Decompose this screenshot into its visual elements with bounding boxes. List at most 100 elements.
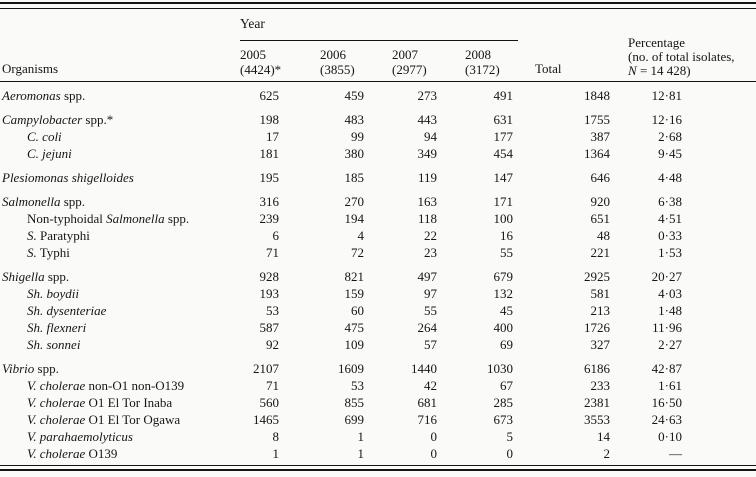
organism-name-cell: Vibrio spp. [0, 353, 240, 377]
organism-name-part: Campylobacter [2, 112, 83, 127]
organism-name-part: O1 El Tor Ogawa [85, 412, 181, 427]
organism-name-part: Sh. dysenteriae [27, 303, 107, 318]
cell-y2005: 92 [266, 337, 279, 352]
table-row: V. cholerae O1 El Tor Inaba 560 855 681 285 2… [0, 394, 756, 411]
cell-y2007: 273 [417, 88, 438, 103]
cell-percentage: 4·48 [658, 170, 683, 185]
table-row: Sh. flexneri 587 475 264 400 1726 11·96 [0, 319, 756, 336]
organism-name-part: C. coli [27, 129, 62, 144]
cell-total: 2925 [584, 269, 611, 284]
organism-name-part: V. cholerae [27, 378, 86, 393]
n-value: = 14 428) [636, 63, 691, 78]
cell-y2005: 1 [272, 446, 280, 461]
cell-y2005: 17 [266, 129, 279, 144]
cell-total: 221 [590, 245, 611, 260]
table-row: V. cholerae non-O1 non-O139 71 53 42 67 233 1·… [0, 377, 756, 394]
cell-percentage: 2·27 [658, 337, 683, 352]
cell-y2006: 821 [344, 269, 365, 284]
cell-y2005: 181 [259, 146, 280, 161]
organism-name-cell: Shigella spp. [0, 261, 240, 285]
column-header-organisms: Organisms [0, 9, 240, 82]
cell-total: 6186 [584, 361, 611, 376]
cell-y2007: 0 [430, 429, 438, 444]
cell-y2006: 159 [344, 286, 365, 301]
cell-percentage: 12·16 [651, 112, 683, 127]
organism-name-part: spp. [60, 88, 86, 103]
header-row-years: 2005 (4424)* 2006 (3855) 2007 (2977) 200… [0, 40, 756, 82]
cell-total: 327 [590, 337, 611, 352]
cell-y2006: 1 [357, 429, 365, 444]
organism-name-cell: V. cholerae O1 El Tor Inaba [0, 394, 240, 411]
table-row: S. Typhi 71 72 23 55 221 1·53 [0, 244, 756, 261]
cell-y2007: 55 [424, 303, 437, 318]
cell-total: 48 [597, 228, 611, 243]
bottom-double-rule [0, 465, 756, 471]
organism-name-cell: Sh. sonnei [0, 336, 240, 353]
table-row: Plesiomonas shigelloides 195 185 119 147 646 4… [0, 162, 756, 186]
table-row: V. parahaemolyticus 8 1 0 5 14 0·10 [0, 428, 756, 445]
organism-name-part: O139 [85, 446, 118, 461]
organism-name-part: Plesiomonas shigelloides [2, 170, 134, 185]
column-header-2005: 2005 (4424)* [240, 40, 284, 82]
organism-name-cell: Salmonella spp. [0, 186, 240, 210]
cell-total: 1726 [584, 320, 611, 335]
column-header-total: Total [518, 9, 616, 82]
cell-total: 1755 [584, 112, 611, 127]
cell-y2006: 699 [344, 412, 365, 427]
table-row: C. coli 17 99 94 177 387 2·68 [0, 128, 756, 145]
year-label: 2007 [392, 47, 418, 62]
cell-total: 646 [590, 170, 611, 185]
table-row: S. Paratyphi 6 4 22 16 48 0·33 [0, 227, 756, 244]
cell-y2005: 587 [259, 320, 280, 335]
organism-name-cell: V. cholerae non-O1 non-O139 [0, 377, 240, 394]
organism-name-part: spp. [44, 269, 70, 284]
cell-total: 14 [597, 429, 611, 444]
year-isolate-count: (2977) [392, 62, 427, 77]
cell-y2007: 0 [430, 446, 438, 461]
cell-y2008: 132 [493, 286, 514, 301]
cell-y2006: 72 [351, 245, 364, 260]
organism-name-cell: Sh. flexneri [0, 319, 240, 336]
cell-y2007: 57 [424, 337, 437, 352]
cell-y2006: 380 [344, 146, 365, 161]
year-label: 2006 [320, 47, 346, 62]
cell-percentage: 12·81 [651, 88, 683, 103]
organism-name-part: C. jejuni [27, 146, 72, 161]
organism-isolates-table: Organisms Year Total Percentage (no. of … [0, 9, 756, 462]
cell-y2006: 60 [351, 303, 364, 318]
cell-percentage: 1·48 [658, 303, 683, 318]
organism-name-cell: Aeromonas spp. [0, 82, 240, 105]
organism-name-cell: S. Typhi [0, 244, 240, 261]
top-double-rule [0, 2, 756, 9]
table-row: Sh. sonnei 92 109 57 69 327 2·27 [0, 336, 756, 353]
cell-y2007: 94 [424, 129, 437, 144]
cell-y2005: 193 [259, 286, 280, 301]
cell-y2007: 119 [417, 170, 437, 185]
cell-percentage: 2·68 [658, 129, 683, 144]
cell-y2005: 625 [259, 88, 280, 103]
cell-total: 1848 [584, 88, 611, 103]
organism-name-cell: V. parahaemolyticus [0, 428, 240, 445]
cell-y2008: 679 [493, 269, 514, 284]
column-header-2006: 2006 (3855) [284, 40, 369, 82]
organism-name-part: V. cholerae [27, 412, 86, 427]
cell-y2005: 195 [259, 170, 280, 185]
n-symbol: N [628, 63, 637, 78]
cell-y2007: 118 [417, 211, 437, 226]
cell-y2008: 177 [493, 129, 514, 144]
table-row: Non-typhoidal Salmonella spp. 239 194 118 10… [0, 210, 756, 227]
cell-percentage: 4·51 [658, 211, 683, 226]
table-row: V. cholerae O139 1 1 0 0 2 — [0, 445, 756, 462]
year-isolate-count: (4424)* [240, 62, 282, 77]
percentage-header-line3: N = 14 428) [628, 64, 756, 78]
cell-y2008: 491 [493, 88, 514, 103]
cell-y2007: 22 [424, 228, 437, 243]
table-row: Sh. boydii 193 159 97 132 581 4·03 [0, 285, 756, 302]
cell-y2006: 855 [344, 395, 365, 410]
organism-name-part: Paratyphi [36, 228, 90, 243]
organism-name-cell: Plesiomonas shigelloides [0, 162, 240, 186]
cell-y2006: 4 [357, 228, 365, 243]
organism-name-part: spp. [34, 361, 59, 376]
year-isolate-count: (3855) [320, 62, 355, 77]
organism-name-part: S. [27, 228, 37, 243]
